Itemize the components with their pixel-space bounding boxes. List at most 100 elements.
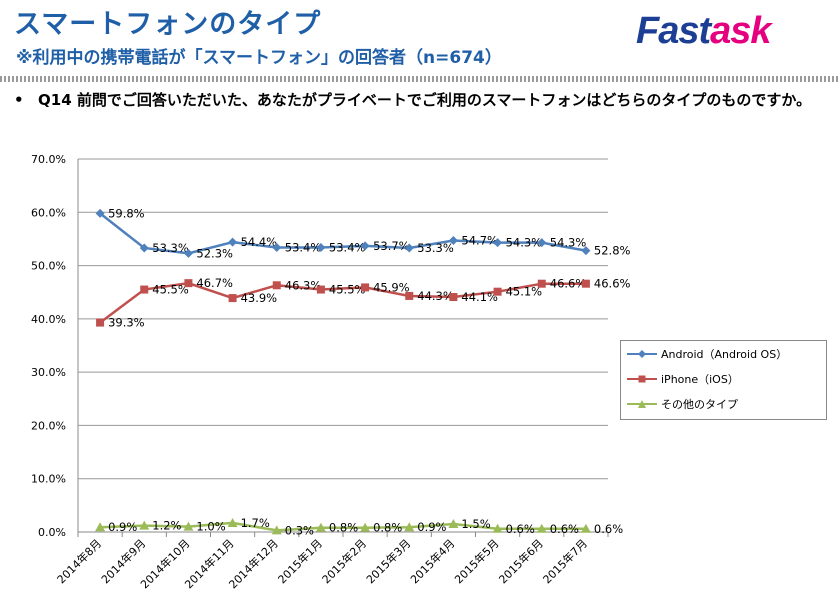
data-point-android (228, 237, 238, 247)
data-label-android: 53.3% (152, 241, 189, 255)
data-label-iphone: 46.6% (594, 277, 631, 291)
data-point-iphone (537, 279, 546, 288)
data-label-android: 53.3% (417, 241, 454, 255)
logo-text-fast: Fast (636, 10, 711, 52)
x-tick-label: 2014年8月 (54, 536, 104, 586)
data-label-android: 53.4% (285, 240, 322, 254)
x-tick-label: 2015年6月 (496, 536, 546, 586)
data-label-iphone: 45.9% (373, 280, 410, 294)
data-label-other: 1.2% (152, 519, 181, 533)
data-point-android (139, 243, 149, 253)
data-label-android: 54.4% (241, 235, 278, 249)
chart-legend: Android（Android OS） iPhone（iOS） その他のタイプ (620, 340, 827, 420)
data-label-android: 53.7% (373, 239, 410, 253)
y-tick-label: 40.0% (31, 313, 66, 326)
x-tick-label: 2015年2月 (319, 536, 369, 586)
data-point-android (360, 241, 370, 251)
data-label-iphone: 46.7% (196, 276, 233, 290)
legend-item-android: Android（Android OS） (627, 345, 787, 363)
data-label-android: 54.3% (506, 236, 543, 250)
data-point-android (448, 236, 458, 246)
series-line-android (99, 212, 587, 255)
data-point-iphone (184, 279, 193, 288)
data-label-other: 0.6% (550, 522, 579, 536)
x-tick-label: 2015年5月 (452, 536, 502, 586)
data-point-iphone (405, 291, 414, 300)
data-point-android (272, 242, 282, 252)
legend-android-label: Android（Android OS） (661, 348, 788, 361)
data-label-other: 0.8% (373, 521, 402, 535)
legend-item-other: その他のタイプ (627, 395, 738, 413)
question-text: • Q14 前問でご回答いただいた、あなたがプライベートでご利用のスマートフォンは… (14, 90, 824, 110)
data-label-iphone: 45.5% (152, 283, 189, 297)
page-subtitle: ※利用中の携帯電話が「スマートフォン」の回答者（n=674） (16, 48, 502, 68)
data-label-other: 1.7% (241, 516, 270, 530)
fastask-logo: Fastask (636, 10, 772, 53)
data-point-iphone (581, 279, 590, 288)
data-point-other (448, 519, 459, 529)
data-point-iphone (493, 287, 502, 296)
x-tick-label: 2015年7月 (540, 536, 590, 586)
data-label-other: 1.0% (196, 520, 225, 534)
data-label-iphone: 44.1% (461, 290, 498, 304)
legend-android-marker-icon (627, 350, 657, 358)
data-label-other: 0.9% (108, 520, 137, 534)
data-label-iphone: 39.3% (108, 316, 145, 330)
data-point-other (315, 522, 326, 532)
legend-iphone-marker-icon (627, 375, 657, 383)
data-label-iphone: 44.3% (417, 289, 454, 303)
y-tick-label: 70.0% (31, 153, 66, 166)
data-point-iphone (449, 293, 458, 302)
data-label-other: 0.6% (594, 522, 623, 536)
legend-other-label: その他のタイプ (661, 398, 738, 411)
series-line-iphone (99, 281, 586, 324)
data-point-android (493, 238, 503, 248)
data-label-android: 52.8% (594, 244, 631, 258)
data-point-iphone (96, 318, 105, 327)
y-tick-label: 60.0% (31, 206, 66, 219)
data-point-iphone (140, 285, 149, 294)
y-tick-label: 30.0% (31, 366, 66, 379)
header-divider (0, 76, 838, 82)
data-point-other (271, 525, 282, 535)
data-point-iphone (272, 281, 281, 290)
bullet-icon: • (14, 91, 24, 109)
legend-item-iphone: iPhone（iOS） (627, 370, 739, 388)
data-point-other (183, 521, 194, 531)
data-label-iphone: 45.1% (506, 285, 543, 299)
logo-text-ask: ask (710, 10, 771, 52)
data-point-android (316, 242, 326, 252)
data-label-android: 54.3% (550, 236, 587, 250)
data-point-other (404, 522, 415, 532)
data-point-android (95, 208, 105, 218)
data-label-iphone: 46.3% (285, 278, 322, 292)
legend-iphone-label: iPhone（iOS） (661, 373, 739, 386)
data-label-android: 52.3% (196, 246, 233, 260)
y-tick-label: 0.0% (38, 526, 66, 539)
data-label-other: 1.5% (461, 517, 490, 531)
data-label-iphone: 43.9% (241, 291, 278, 305)
data-point-other (95, 522, 106, 532)
data-label-other: 0.8% (329, 521, 358, 535)
data-point-other (360, 522, 371, 532)
data-point-other (536, 523, 547, 533)
legend-other-marker-icon (627, 400, 657, 408)
y-tick-label: 50.0% (31, 260, 66, 273)
data-point-other (227, 517, 238, 527)
series-line-other (100, 521, 586, 532)
y-tick-label: 10.0% (31, 473, 66, 486)
data-label-other: 0.3% (285, 523, 314, 537)
data-point-iphone (361, 283, 370, 292)
data-label-iphone: 46.6% (550, 277, 587, 291)
data-point-android (581, 246, 591, 256)
x-tick-label: 2015年3月 (363, 536, 413, 586)
page-title: スマートフォンのタイプ (14, 9, 322, 40)
x-tick-label: 2015年1月 (275, 536, 325, 586)
data-point-android (183, 248, 193, 258)
data-point-other (492, 523, 503, 533)
data-point-iphone (228, 294, 237, 303)
data-label-android: 54.7% (461, 234, 498, 248)
y-tick-label: 20.0% (31, 419, 66, 432)
data-label-android: 53.4% (329, 240, 366, 254)
